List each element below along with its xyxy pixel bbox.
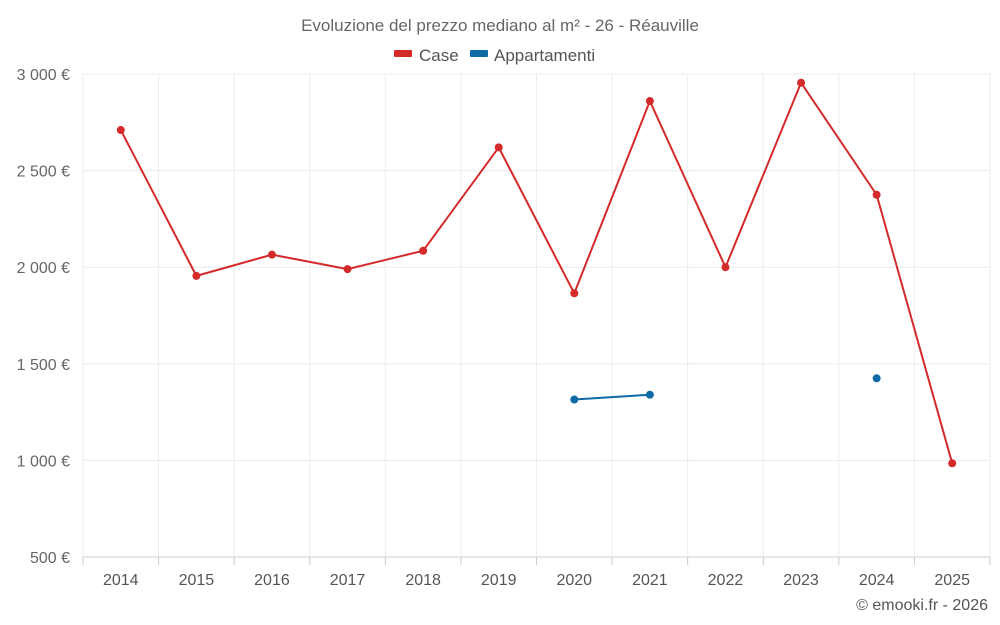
x-tick-label: 2015 <box>179 572 215 589</box>
data-point-case[interactable] <box>645 97 654 106</box>
chart-title: Evoluzione del prezzo mediano al m² - 26… <box>301 16 699 35</box>
y-axis-ticks: 500 € 1 000 € 1 500 € 2 000 € 2 500 € 3 000 € <box>17 67 70 567</box>
data-point-case[interactable] <box>872 190 881 199</box>
data-point-case[interactable] <box>570 289 579 298</box>
data-point-appartamenti[interactable] <box>645 390 654 399</box>
x-tick-label: 2019 <box>481 572 517 589</box>
x-tick-label: 2024 <box>859 572 895 589</box>
data-point-case[interactable] <box>721 263 730 272</box>
data-point-appartamenti[interactable] <box>570 395 579 404</box>
legend-label-case: Case <box>419 46 459 65</box>
x-tick-label: 2014 <box>103 572 139 589</box>
data-point-case[interactable] <box>494 143 503 152</box>
data-point-case[interactable] <box>267 250 276 259</box>
series-line-appartamenti <box>574 393 650 401</box>
x-tick-label: 2025 <box>934 572 970 589</box>
legend-swatch-appartamenti <box>470 50 488 57</box>
y-tick-label: 3 000 € <box>17 67 70 84</box>
x-tick-label: 2020 <box>556 572 592 589</box>
y-tick-label: 1 000 € <box>17 453 70 470</box>
x-tick-label: 2017 <box>330 572 366 589</box>
legend: Case Appartamenti <box>394 46 595 65</box>
x-tick-label: 2021 <box>632 572 668 589</box>
y-tick-label: 2 500 € <box>17 164 70 181</box>
series-points <box>116 78 957 468</box>
x-tick-label: 2023 <box>783 572 819 589</box>
data-point-case[interactable] <box>948 459 957 468</box>
series-line-case <box>119 81 954 464</box>
data-point-appartamenti[interactable] <box>872 374 881 383</box>
legend-item-case[interactable]: Case <box>394 46 459 65</box>
legend-item-appartamenti[interactable]: Appartamenti <box>470 46 595 65</box>
data-point-case[interactable] <box>797 78 806 87</box>
x-tick-label: 2018 <box>405 572 441 589</box>
data-point-case[interactable] <box>419 246 428 255</box>
x-axis-ticks: 2014 2015 2016 2017 2018 2019 2020 2021 2022 2023… <box>103 572 970 589</box>
credit-text: © emooki.fr - 2026 <box>856 597 988 614</box>
data-point-case[interactable] <box>192 271 201 280</box>
gridlines <box>82 73 991 565</box>
y-tick-label: 500 € <box>30 550 70 567</box>
data-point-case[interactable] <box>343 265 352 274</box>
x-tick-label: 2022 <box>708 572 744 589</box>
y-tick-label: 2 000 € <box>17 260 70 277</box>
series-lines <box>119 81 954 464</box>
legend-swatch-case <box>394 50 412 57</box>
x-tick-label: 2016 <box>254 572 290 589</box>
y-tick-label: 1 500 € <box>17 357 70 374</box>
data-point-case[interactable] <box>116 126 125 135</box>
legend-label-appartamenti: Appartamenti <box>494 46 595 65</box>
